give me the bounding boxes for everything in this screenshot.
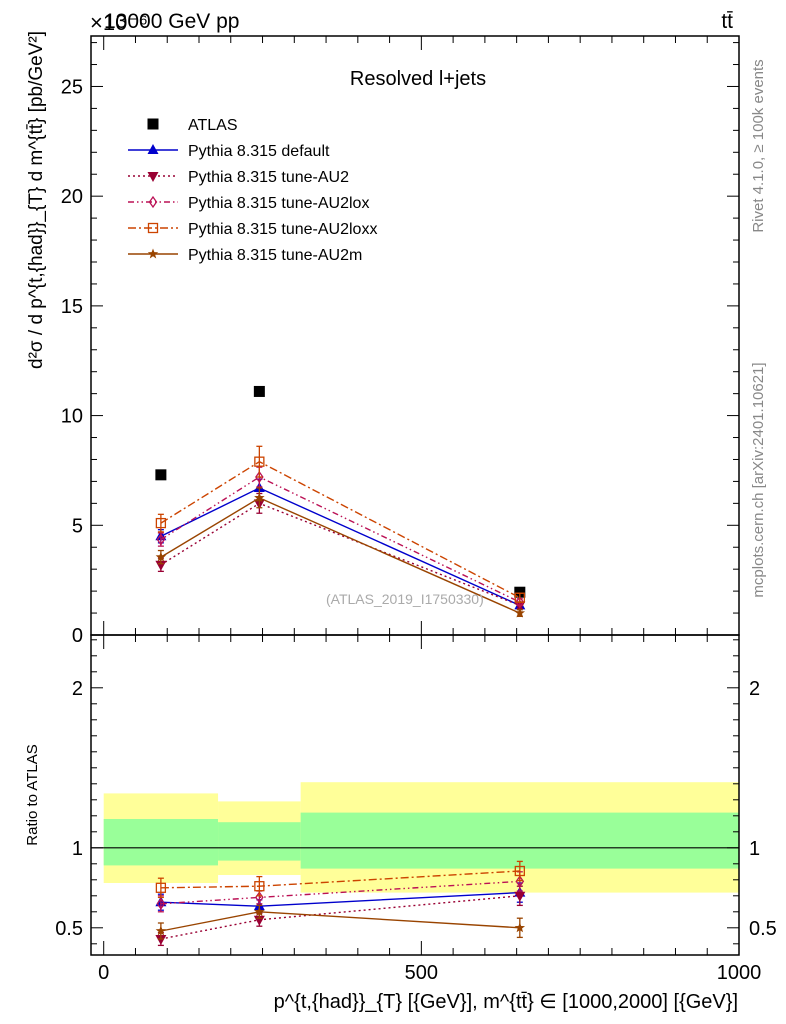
main-data-point [254, 492, 265, 503]
main-series-line [160, 476, 521, 603]
x-tick-label: 1000 [717, 962, 762, 984]
y-tick-label: 0.5 [55, 918, 83, 940]
ratio-data-point [254, 906, 265, 917]
ratio-frame [90, 634, 740, 956]
ratio-content [91, 782, 739, 947]
main-series-3 [156, 466, 525, 609]
y-tick-label: 2 [749, 678, 760, 700]
main-data-point [155, 469, 167, 481]
legend: ATLAS Pythia 8.315 default Pythia 8.315 tu… [128, 117, 377, 264]
main-series-5 [155, 487, 526, 618]
legend-label: Pythia 8.315 tune-AU2m [188, 247, 362, 264]
legend-item: Pythia 8.315 tune-AU2lox [128, 195, 369, 212]
legend-marker [147, 144, 159, 154]
ratio-series-4 [155, 904, 526, 940]
main-data-point [255, 470, 264, 484]
ratio-data-point [155, 925, 167, 936]
legend-item: Pythia 8.315 tune-AU2loxx [128, 221, 377, 238]
y-tick-label: 0 [72, 625, 83, 647]
legend-marker [147, 172, 159, 182]
uncertainty-band-inner [218, 822, 301, 861]
main-panel: 0 5 10 15 20 25 Resolved l+jets (ATLAS_2019_I… [26, 31, 740, 647]
y-tick-label: 5 [72, 515, 83, 537]
y-tick-label: 15 [61, 296, 83, 318]
y-tick-label: 0.5 [749, 918, 777, 940]
site-label: mcplots.cern.ch [arXiv:2401.10621] [750, 362, 767, 597]
main-series-1 [155, 478, 526, 610]
legend-label: Pythia 8.315 tune-AU2loxx [188, 221, 377, 238]
legend-marker [147, 118, 159, 130]
legend-marker [148, 195, 158, 209]
ratio-data-point [155, 882, 167, 893]
main-data-point [514, 592, 525, 603]
legend-item: Pythia 8.315 default [128, 143, 330, 160]
legend-label: Pythia 8.315 default [188, 143, 330, 160]
ratio-panel: 0.5 0.5 1 1 2 2 0 500 1000 Ratio to ATLAS [24, 634, 777, 984]
ratio-axes: 0.5 0.5 1 1 2 2 0 500 1000 [55, 635, 777, 984]
y-tick-label: 20 [61, 186, 83, 208]
ratio-data-point [514, 891, 526, 902]
x-tick-label: 500 [405, 962, 438, 984]
main-data-point [253, 385, 265, 397]
ratio-data-point [515, 875, 525, 888]
legend-item: Pythia 8.315 tune-AU2 [128, 169, 349, 186]
ratio-series-line [160, 911, 520, 932]
main-axes: 0 5 10 15 20 25 [61, 36, 740, 647]
main-series-line [160, 460, 521, 599]
main-data-point [155, 551, 167, 562]
ratio-data-point [514, 865, 525, 877]
legend-label: Pythia 8.315 tune-AU2 [188, 169, 349, 186]
main-content [155, 385, 526, 618]
main-data-point [514, 607, 526, 618]
ratio-series-3 [155, 860, 525, 899]
ratio-series-line [160, 880, 520, 905]
main-data-point [156, 533, 166, 546]
main-ylabel: d²σ / d p^{t,{had}}_{T} d m^{tt̄} [pb/Ge… [26, 31, 47, 369]
watermark: (ATLAS_2019_I1750330) [326, 591, 484, 607]
x-axis-label: p^{t,{had}}_{T} [{GeV}], m^{tt̄} ∈ [1000… [274, 991, 738, 1013]
process-label: tt̄ [721, 10, 733, 33]
uncertainty-band-inner [103, 819, 219, 866]
ratio-series-line [160, 891, 520, 907]
main-data-point [155, 517, 167, 529]
main-data-point [254, 456, 265, 467]
main-series-4 [155, 445, 525, 603]
ratio-ylabel: Ratio to ATLAS [24, 744, 41, 845]
x-tick-label: 0 [98, 962, 109, 984]
main-data-point [515, 595, 525, 609]
energy-label: 13000 GeV pp [104, 10, 239, 33]
exponent-label: ×10⁻⁶ [90, 10, 148, 35]
legend-label: ATLAS [188, 117, 238, 134]
main-title: Resolved l+jets [350, 68, 486, 90]
ratio-data-point [254, 881, 265, 892]
ratio-data-point [155, 935, 167, 945]
legend-marker [147, 222, 159, 234]
legend-item: Pythia 8.315 tune-AU2m [128, 247, 362, 264]
rivet-label: Rivet 4.1.0, ≥ 100k events [750, 59, 767, 232]
y-tick-label: 2 [72, 678, 83, 700]
uncertainty-band-inner [300, 812, 739, 869]
main-series-0 [155, 385, 526, 598]
ratio-data-point [514, 922, 526, 933]
y-tick-label: 1 [72, 838, 83, 860]
legend-item: ATLAS [147, 117, 238, 134]
legend-marker [147, 248, 159, 259]
ratio-data-point [156, 897, 166, 910]
legend-label: Pythia 8.315 tune-AU2lox [188, 195, 369, 212]
y-tick-label: 1 [749, 838, 760, 860]
y-tick-label: 25 [61, 76, 83, 98]
y-tick-label: 10 [61, 406, 83, 428]
main-data-point [514, 586, 526, 598]
